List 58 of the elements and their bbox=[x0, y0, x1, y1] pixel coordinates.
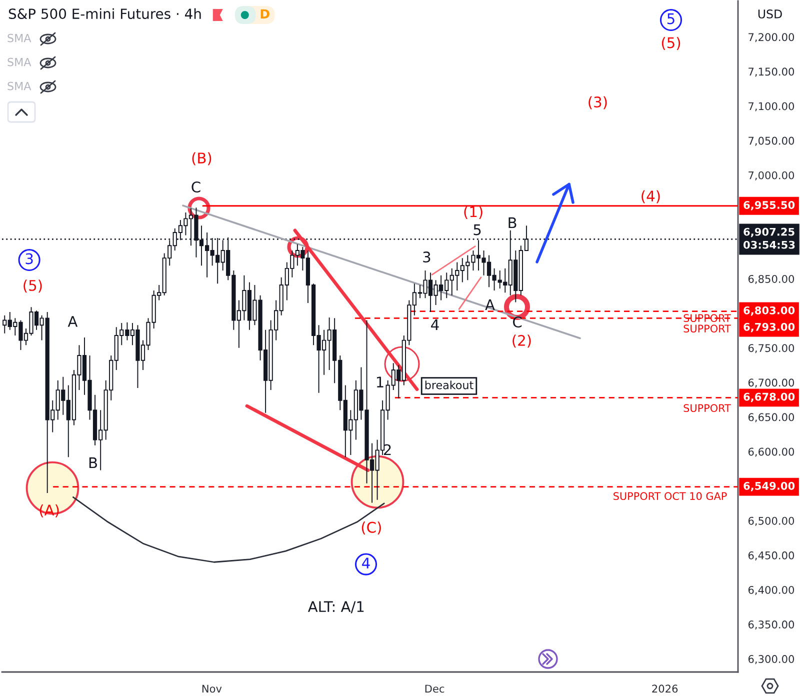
y-tick-label: 6,700.00 bbox=[748, 378, 794, 388]
annotation: (2) bbox=[512, 334, 531, 348]
y-tick-label: 7,150.00 bbox=[748, 68, 794, 77]
chart-title: S&P 500 E-mini Futures · 4h bbox=[8, 8, 201, 20]
annotation: SUPPORT bbox=[684, 324, 731, 333]
annotation: SMA bbox=[8, 58, 32, 66]
annotation: (5) bbox=[24, 280, 42, 293]
y-tick-label: 7,100.00 bbox=[748, 102, 794, 112]
annotation: SMA bbox=[8, 34, 32, 42]
annotation: (4) bbox=[642, 190, 660, 204]
annotation: SUPPORT OCT 10 GAP bbox=[614, 492, 727, 500]
y-tick-label: 6,850.00 bbox=[748, 274, 794, 284]
annotation: C bbox=[192, 182, 200, 193]
annotation: 4 bbox=[362, 558, 370, 568]
annotation: 4 bbox=[431, 319, 439, 330]
annotation: 2 bbox=[384, 444, 391, 456]
y-tick-label: 7,050.00 bbox=[748, 136, 794, 146]
annotation: B bbox=[89, 457, 97, 468]
annotation: 5 bbox=[667, 13, 674, 24]
annotation: C bbox=[513, 316, 522, 328]
data-label: 6,549.00 bbox=[744, 482, 795, 492]
y-tick-label: 6,400.00 bbox=[748, 586, 794, 596]
y-tick-label: 6,500.00 bbox=[748, 516, 794, 526]
annotation: D bbox=[260, 9, 270, 18]
data-label: 6,678.00 bbox=[744, 392, 795, 402]
annotation: (B) bbox=[192, 152, 212, 166]
annotation: A bbox=[485, 299, 495, 310]
ref-line-label: 6,907.25 03:54:53 bbox=[744, 228, 795, 249]
y-tick-label: 6,650.00 bbox=[748, 413, 794, 422]
y-tick-label: 7,200.00 bbox=[748, 33, 794, 42]
annotation: 3 bbox=[26, 253, 33, 264]
annotation: 3 bbox=[423, 252, 430, 263]
annotation: (C) bbox=[362, 522, 381, 535]
data-label: 6,955.50 bbox=[744, 200, 795, 210]
annotation: A bbox=[68, 316, 78, 327]
data-label: 6,803.00 bbox=[744, 306, 795, 316]
y-axis-title: USD bbox=[758, 9, 782, 18]
y-tick-label: 7,000.00 bbox=[748, 171, 794, 180]
annotation: SUPPORT bbox=[684, 404, 731, 412]
annotation: B bbox=[508, 217, 516, 228]
annotation: (1) bbox=[464, 206, 482, 219]
x-tick-label: 2026 bbox=[652, 684, 678, 693]
y-tick-label: 6,450.00 bbox=[748, 551, 794, 560]
x-tick-label: Dec bbox=[425, 684, 444, 693]
annotation: SMA bbox=[8, 82, 32, 90]
x-tick-label: Nov bbox=[202, 684, 222, 693]
annotation: 5 bbox=[474, 224, 481, 236]
y-tick-label: 6,600.00 bbox=[748, 448, 794, 457]
annotation: (5) bbox=[662, 36, 680, 50]
y-tick-label: 6,350.00 bbox=[748, 620, 794, 630]
annotation: (3) bbox=[588, 96, 607, 110]
y-tick-label: 6,300.00 bbox=[748, 655, 794, 664]
data-label: 6,793.00 bbox=[744, 322, 795, 332]
y-tick-label: 6,750.00 bbox=[748, 344, 794, 354]
annotation: ALT: A/1 bbox=[308, 601, 364, 614]
annotation: 1 bbox=[376, 376, 384, 388]
annotation: SUPPORT bbox=[684, 314, 731, 322]
annotation: breakout bbox=[425, 380, 474, 390]
